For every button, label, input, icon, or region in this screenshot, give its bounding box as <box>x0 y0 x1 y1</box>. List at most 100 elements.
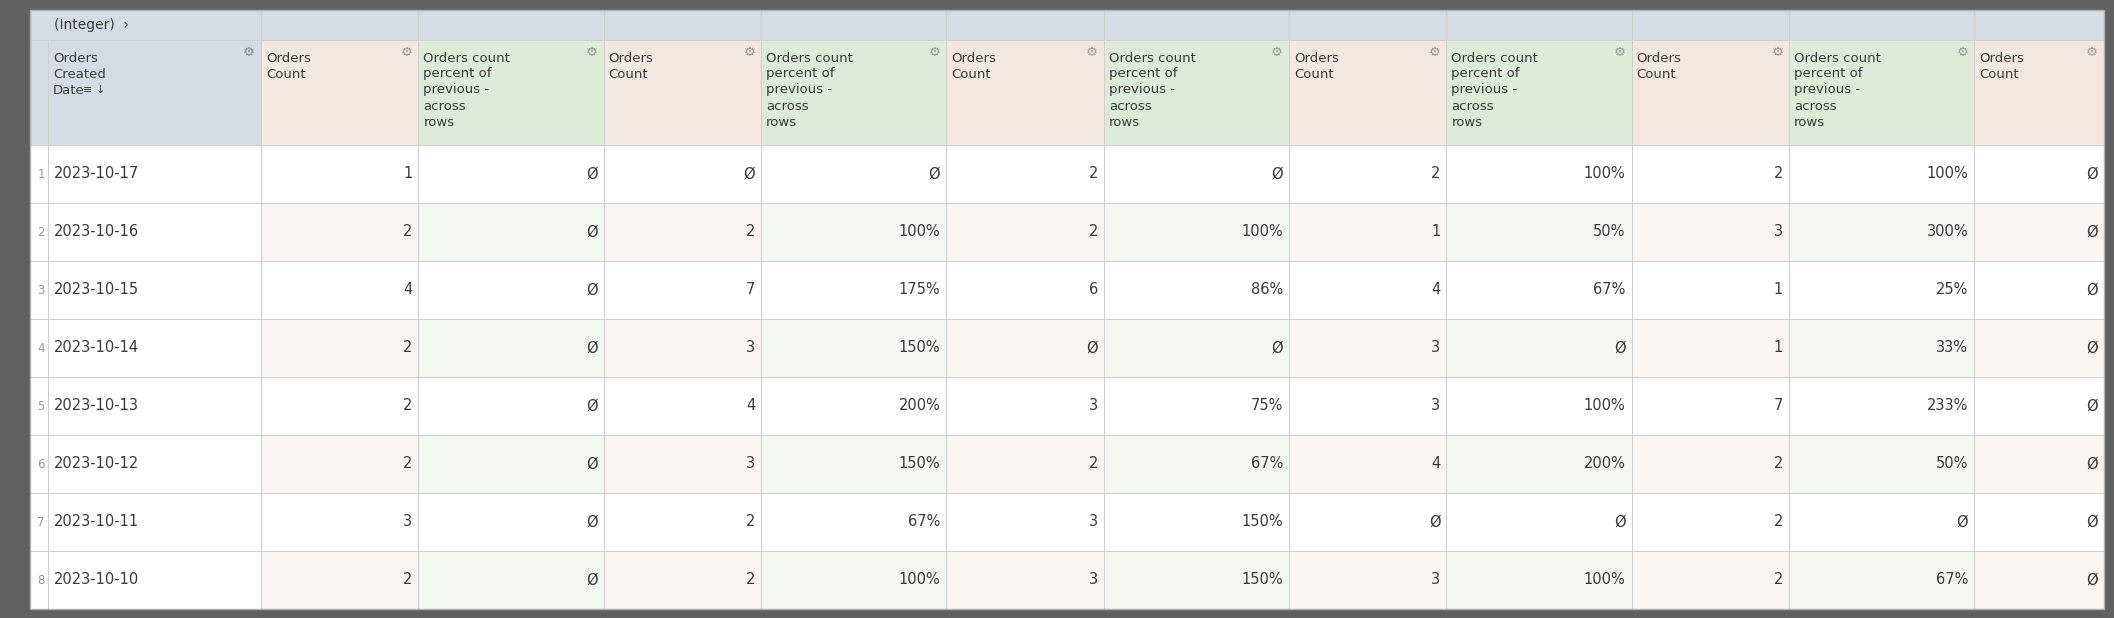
Bar <box>1974 10 2103 40</box>
Text: percent of: percent of <box>423 67 493 80</box>
Bar <box>947 203 1104 261</box>
Text: 2023-10-14: 2023-10-14 <box>55 341 140 355</box>
Text: Count: Count <box>951 67 991 80</box>
Bar <box>419 10 605 40</box>
Text: 2: 2 <box>1774 457 1782 472</box>
Bar <box>1974 435 2103 493</box>
Text: Count: Count <box>609 67 649 80</box>
Text: 4: 4 <box>1431 282 1440 297</box>
Bar <box>419 40 605 145</box>
Text: ⚙: ⚙ <box>744 46 755 59</box>
Text: Ø: Ø <box>586 224 598 240</box>
Text: Ø: Ø <box>2087 282 2097 297</box>
Text: Ø: Ø <box>2087 224 2097 240</box>
Text: ⚙: ⚙ <box>1087 46 1097 59</box>
Text: 1: 1 <box>1431 224 1440 240</box>
Bar <box>1104 40 1290 145</box>
Text: 2: 2 <box>1431 166 1440 182</box>
Bar <box>1788 203 1974 261</box>
Bar <box>1446 377 1632 435</box>
Text: 150%: 150% <box>898 341 941 355</box>
Bar <box>1446 551 1632 609</box>
Text: Ø: Ø <box>586 399 598 413</box>
Bar <box>605 10 761 40</box>
Text: across: across <box>1452 99 1495 112</box>
Text: 2023-10-16: 2023-10-16 <box>55 224 140 240</box>
Bar <box>1104 203 1290 261</box>
Text: across: across <box>765 99 810 112</box>
Bar <box>260 203 419 261</box>
Bar <box>1632 551 1788 609</box>
Text: 3: 3 <box>1431 399 1440 413</box>
Bar <box>1788 10 1974 40</box>
Bar <box>1446 493 1632 551</box>
Bar <box>1290 145 1446 203</box>
Text: previous -: previous - <box>1108 83 1175 96</box>
Bar <box>947 435 1104 493</box>
Bar <box>1104 435 1290 493</box>
Text: 8: 8 <box>38 574 44 586</box>
Bar <box>1974 261 2103 319</box>
Text: ⚙: ⚙ <box>1429 46 1440 59</box>
Text: 100%: 100% <box>898 572 941 588</box>
Bar <box>947 319 1104 377</box>
Text: ⚙: ⚙ <box>400 46 412 59</box>
Text: ⚙: ⚙ <box>586 46 598 59</box>
Bar <box>1632 493 1788 551</box>
Text: Count: Count <box>1294 67 1334 80</box>
Text: Orders: Orders <box>53 51 97 64</box>
Text: 150%: 150% <box>898 457 941 472</box>
Text: Orders: Orders <box>1979 51 2025 64</box>
Bar <box>761 145 947 203</box>
Bar <box>419 319 605 377</box>
Text: 3: 3 <box>38 284 44 297</box>
Text: 3: 3 <box>1089 572 1097 588</box>
Text: 100%: 100% <box>1583 572 1626 588</box>
Bar <box>419 145 605 203</box>
Text: 2023-10-17: 2023-10-17 <box>55 166 140 182</box>
Text: 2: 2 <box>746 572 755 588</box>
Text: Orders count: Orders count <box>1452 51 1539 64</box>
Text: ⚙: ⚙ <box>1772 46 1782 59</box>
Bar <box>1290 261 1446 319</box>
Bar <box>1974 319 2103 377</box>
Bar <box>1446 145 1632 203</box>
Text: 300%: 300% <box>1926 224 1968 240</box>
Text: percent of: percent of <box>1108 67 1177 80</box>
Bar <box>1974 493 2103 551</box>
Text: Ø: Ø <box>586 282 598 297</box>
Bar <box>1974 551 2103 609</box>
Bar <box>947 40 1104 145</box>
Text: Ø: Ø <box>1271 166 1283 182</box>
Text: Orders: Orders <box>951 51 996 64</box>
Bar <box>1632 261 1788 319</box>
Text: Ø: Ø <box>1087 341 1097 355</box>
Bar <box>1290 493 1446 551</box>
Text: Ø: Ø <box>2087 572 2097 588</box>
Bar <box>605 493 761 551</box>
Bar <box>49 203 260 261</box>
Bar <box>1446 435 1632 493</box>
Text: 3: 3 <box>746 457 755 472</box>
Bar <box>947 261 1104 319</box>
Text: 3: 3 <box>746 341 755 355</box>
Text: Ø: Ø <box>586 166 598 182</box>
Text: percent of: percent of <box>765 67 835 80</box>
Text: Ø: Ø <box>744 166 755 182</box>
Text: previous -: previous - <box>1795 83 1860 96</box>
Bar <box>30 435 49 493</box>
Text: Count: Count <box>266 67 307 80</box>
Text: 33%: 33% <box>1936 341 1968 355</box>
Text: Count: Count <box>1636 67 1676 80</box>
Bar <box>1974 145 2103 203</box>
Bar <box>1446 261 1632 319</box>
Text: 25%: 25% <box>1936 282 1968 297</box>
Text: 175%: 175% <box>898 282 941 297</box>
Text: 6: 6 <box>38 457 44 470</box>
Text: 2: 2 <box>1774 572 1782 588</box>
Text: 150%: 150% <box>1241 515 1283 530</box>
Text: 2: 2 <box>404 572 412 588</box>
Bar <box>30 551 49 609</box>
Bar <box>30 493 49 551</box>
Text: 3: 3 <box>1089 515 1097 530</box>
